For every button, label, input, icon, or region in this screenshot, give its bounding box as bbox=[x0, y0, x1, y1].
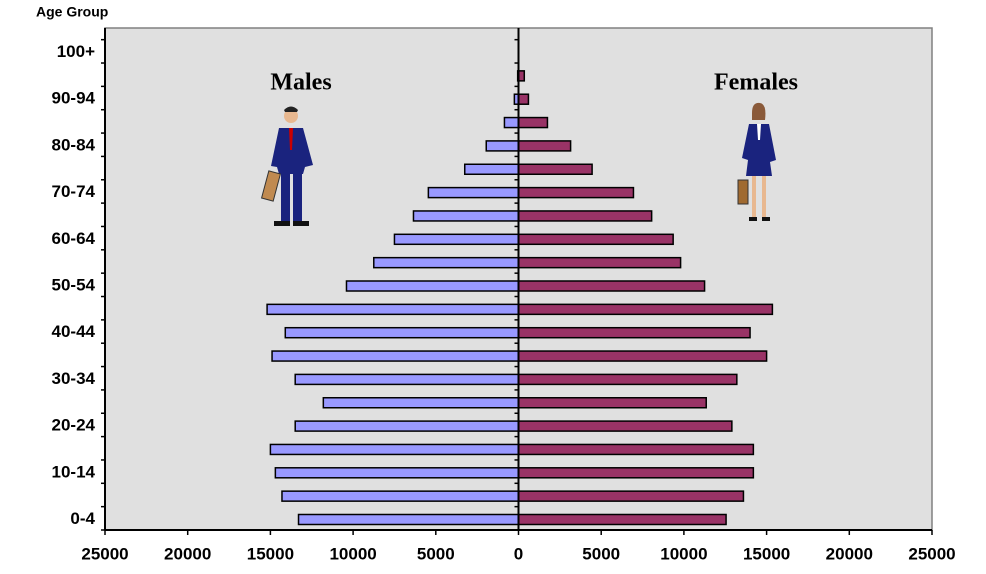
y-tick-label: 0-4 bbox=[70, 509, 95, 528]
bar bbox=[517, 396, 707, 409]
x-tick-label: 10000 bbox=[660, 544, 707, 563]
male-figure bbox=[260, 106, 313, 226]
bar bbox=[284, 326, 520, 339]
y-tick-label: 40-44 bbox=[52, 322, 96, 341]
x-tick-label: 5000 bbox=[417, 544, 455, 563]
bar bbox=[517, 116, 549, 129]
bar bbox=[517, 490, 745, 502]
bar bbox=[517, 186, 635, 199]
bar bbox=[266, 303, 520, 316]
bar bbox=[517, 163, 593, 176]
bar bbox=[345, 280, 520, 292]
bar bbox=[517, 326, 751, 339]
x-tick-label: 25000 bbox=[908, 544, 955, 563]
y-tick-label: 30-34 bbox=[52, 369, 96, 388]
bar bbox=[269, 443, 520, 456]
y-tick-label: 10-14 bbox=[52, 462, 96, 481]
bar bbox=[517, 350, 768, 362]
y-tick-label: 60-64 bbox=[52, 229, 96, 248]
males-label: Males bbox=[270, 70, 331, 96]
bar bbox=[517, 140, 572, 152]
bar bbox=[517, 513, 727, 526]
y-tick-label: 100+ bbox=[57, 42, 95, 61]
x-tick-label: 5000 bbox=[582, 544, 620, 563]
bar bbox=[294, 373, 520, 386]
female-figure bbox=[737, 102, 776, 221]
bar bbox=[322, 396, 520, 409]
bar bbox=[517, 93, 530, 105]
bar bbox=[297, 513, 520, 526]
bar bbox=[517, 280, 706, 292]
bar bbox=[517, 420, 733, 432]
bar bbox=[503, 116, 520, 129]
bar bbox=[517, 443, 755, 456]
bar bbox=[393, 233, 520, 246]
bar bbox=[517, 256, 682, 269]
bar bbox=[271, 350, 520, 362]
y-tick-label: 20-24 bbox=[52, 416, 96, 435]
bar bbox=[427, 186, 520, 199]
bar bbox=[517, 373, 738, 386]
bar bbox=[517, 467, 755, 479]
y-tick-label: 80-84 bbox=[52, 135, 96, 154]
bar bbox=[281, 490, 520, 502]
x-tick-label: 0 bbox=[514, 544, 523, 563]
x-tick-label: 15000 bbox=[743, 544, 790, 563]
bar bbox=[463, 163, 520, 176]
x-tick-label: 15000 bbox=[247, 544, 294, 563]
bar bbox=[485, 140, 520, 152]
bar bbox=[517, 233, 674, 246]
x-tick-label: 20000 bbox=[164, 544, 211, 563]
bar bbox=[274, 467, 520, 479]
females-label: Females bbox=[714, 70, 798, 96]
y-tick-label: 90-94 bbox=[52, 89, 96, 108]
y-tick-label: 50-54 bbox=[52, 275, 96, 294]
y-axis-label: Age Group bbox=[36, 4, 108, 20]
bar bbox=[294, 420, 520, 432]
bar bbox=[412, 210, 520, 222]
x-tick-label: 25000 bbox=[81, 544, 128, 563]
y-tick-label: 70-74 bbox=[52, 182, 96, 201]
bar bbox=[373, 256, 520, 269]
bar bbox=[517, 303, 774, 316]
x-tick-label: 10000 bbox=[329, 544, 376, 563]
bar bbox=[517, 210, 653, 222]
x-tick-label: 20000 bbox=[826, 544, 873, 563]
